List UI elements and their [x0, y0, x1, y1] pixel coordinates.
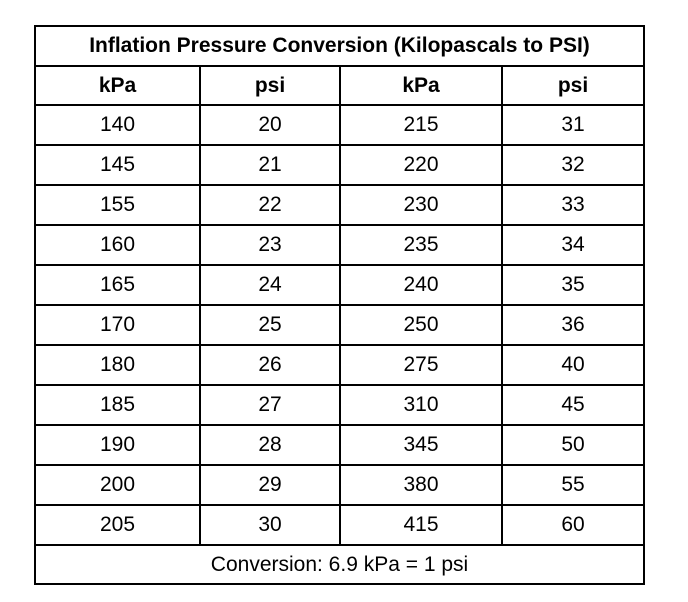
- kpa-cell: 155: [34, 184, 201, 226]
- psi-cell: 36: [501, 304, 645, 346]
- psi-cell: 60: [501, 504, 645, 546]
- table-row: 190 28 345 50: [34, 424, 645, 466]
- kpa-cell: 215: [339, 104, 503, 146]
- psi-cell: 45: [501, 384, 645, 426]
- kpa-cell: 415: [339, 504, 503, 546]
- column-header-psi: psi: [199, 65, 341, 106]
- kpa-cell: 145: [34, 144, 201, 186]
- kpa-cell: 230: [339, 184, 503, 226]
- title-row: Inflation Pressure Conversion (Kilopasca…: [34, 25, 645, 67]
- kpa-cell: 275: [339, 344, 503, 386]
- kpa-cell: 380: [339, 464, 503, 506]
- kpa-cell: 190: [34, 424, 201, 466]
- psi-cell: 55: [501, 464, 645, 506]
- psi-cell: 23: [199, 224, 341, 266]
- psi-cell: 31: [501, 104, 645, 146]
- psi-cell: 25: [199, 304, 341, 346]
- kpa-cell: 200: [34, 464, 201, 506]
- table-row: 155 22 230 33: [34, 184, 645, 226]
- psi-cell: 20: [199, 104, 341, 146]
- psi-cell: 40: [501, 344, 645, 386]
- kpa-cell: 205: [34, 504, 201, 546]
- kpa-cell: 180: [34, 344, 201, 386]
- kpa-cell: 140: [34, 104, 201, 146]
- table-row: 140 20 215 31: [34, 104, 645, 146]
- kpa-cell: 185: [34, 384, 201, 426]
- table-row: 185 27 310 45: [34, 384, 645, 426]
- psi-cell: 26: [199, 344, 341, 386]
- table-body: 140 20 215 31 145 21 220 32 155 22 230 33 160 23 235 34…: [34, 104, 645, 546]
- psi-cell: 24: [199, 264, 341, 306]
- table-title: Inflation Pressure Conversion (Kilopasca…: [34, 25, 645, 67]
- kpa-cell: 310: [339, 384, 503, 426]
- psi-cell: 28: [199, 424, 341, 466]
- table-row: 165 24 240 35: [34, 264, 645, 306]
- psi-cell: 34: [501, 224, 645, 266]
- header-row: kPa psi kPa psi: [34, 65, 645, 106]
- column-header-kpa: kPa: [339, 65, 503, 106]
- psi-cell: 29: [199, 464, 341, 506]
- table-row: 200 29 380 55: [34, 464, 645, 506]
- table-row: 180 26 275 40: [34, 344, 645, 386]
- table-row: 145 21 220 32: [34, 144, 645, 186]
- table-row: 160 23 235 34: [34, 224, 645, 266]
- kpa-cell: 345: [339, 424, 503, 466]
- psi-cell: 22: [199, 184, 341, 226]
- column-header-psi: psi: [501, 65, 645, 106]
- kpa-cell: 235: [339, 224, 503, 266]
- kpa-cell: 240: [339, 264, 503, 306]
- column-header-kpa: kPa: [34, 65, 201, 106]
- table-row: 205 30 415 60: [34, 504, 645, 546]
- footer-row: Conversion: 6.9 kPa = 1 psi: [34, 544, 645, 585]
- conversion-table: Inflation Pressure Conversion (Kilopasca…: [34, 25, 645, 585]
- table-row: 170 25 250 36: [34, 304, 645, 346]
- psi-cell: 30: [199, 504, 341, 546]
- psi-cell: 33: [501, 184, 645, 226]
- kpa-cell: 160: [34, 224, 201, 266]
- kpa-cell: 250: [339, 304, 503, 346]
- kpa-cell: 165: [34, 264, 201, 306]
- psi-cell: 50: [501, 424, 645, 466]
- kpa-cell: 170: [34, 304, 201, 346]
- psi-cell: 27: [199, 384, 341, 426]
- psi-cell: 35: [501, 264, 645, 306]
- psi-cell: 21: [199, 144, 341, 186]
- kpa-cell: 220: [339, 144, 503, 186]
- conversion-note: Conversion: 6.9 kPa = 1 psi: [34, 544, 645, 585]
- psi-cell: 32: [501, 144, 645, 186]
